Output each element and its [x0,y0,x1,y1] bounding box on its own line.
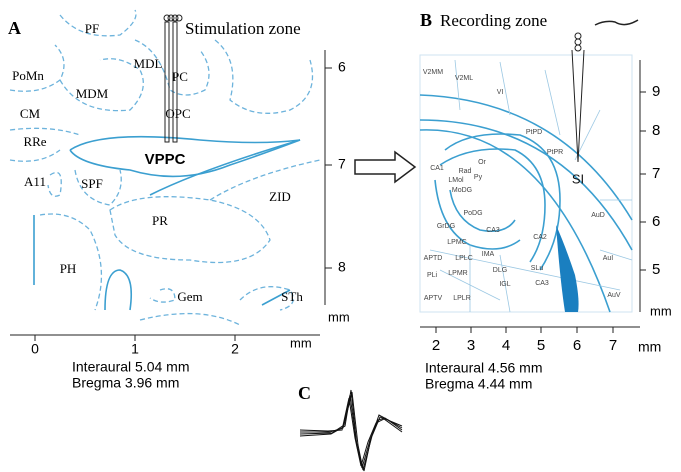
region-label: SPF [81,176,103,191]
region-label: AuD [591,212,605,219]
y-tick-label: 9 [652,83,660,100]
caption: Bregma 4.44 mm [425,376,532,392]
region-label: LPMC [447,239,466,246]
region-label: PC [172,69,188,84]
region-label: CA2 [533,234,547,241]
y-tick-label: 6 [652,213,660,230]
region-label: PLi [427,272,438,279]
y-tick-label: 7 [652,165,660,182]
panel-label: B [420,10,432,30]
panel-label: A [8,18,21,38]
arrow [354,150,417,184]
region-label: LPLR [453,295,471,302]
region-label: MDL [134,56,163,71]
axis-unit: mm [650,303,672,318]
region-label: LMol [448,177,464,184]
region-label: IGL [499,281,510,288]
region-label: PH [60,261,77,276]
x-tick-label: 2 [432,337,440,354]
region-label: CM [20,106,41,121]
x-tick-label: 7 [609,337,617,354]
region-label: V2MM [423,69,443,76]
y-tick-label: 8 [652,122,660,139]
region-label: RRe [23,134,46,149]
y-tick-label: 5 [652,261,660,278]
region-label: SI [572,171,584,186]
axis-unit: mm [638,339,661,355]
x-tick-label: 0 [31,341,39,357]
region-label: DLG [493,267,507,274]
y-tick-label: 7 [338,156,346,172]
region-label: OPC [165,106,190,121]
region-label: Py [474,174,483,181]
panel-b-atlas [419,19,641,328]
region-label: VI [497,89,504,96]
panel-title: Stimulation zone [185,19,301,38]
region-label: PoDG [463,210,482,217]
region-label: PoMn [12,68,44,83]
panel-a-atlas [9,9,326,336]
region-label: APTV [424,295,443,302]
panel-title: Recording zone [440,11,547,30]
region-label: GrDG [437,223,455,230]
panel-label: C [298,383,311,403]
region-label: PR [152,213,168,228]
x-tick-label: 2 [231,341,239,357]
caption: Bregma 3.96 mm [72,375,179,391]
x-tick-label: 4 [502,337,510,354]
region-label: SLu [531,265,544,272]
region-label: VPPC [145,151,186,168]
region-label: PtPD [526,129,542,136]
y-tick-label: 6 [338,59,346,75]
x-tick-label: 5 [537,337,545,354]
x-tick-label: 3 [467,337,475,354]
region-label: Rad [459,168,472,175]
y-tick-label: 8 [338,259,346,275]
x-tick-label: 6 [573,337,581,354]
region-label: LPLC [455,255,473,262]
axis-unit: mm [290,335,312,350]
region-label: MDM [76,86,109,101]
x-tick-label: 1 [131,341,139,357]
region-label: AuI [603,255,614,262]
region-label: IMA [482,251,495,258]
region-label: MoDG [452,187,472,194]
region-label: CA3 [486,227,500,234]
spike-waveforms [299,389,403,472]
axis-unit: mm [328,309,350,324]
region-label: LPMR [448,270,467,277]
region-label: CA1 [430,165,444,172]
caption: Interaural 5.04 mm [72,359,190,375]
region-label: APTD [424,255,443,262]
region-label: A11 [24,174,46,189]
caption: Interaural 4.56 mm [425,360,543,376]
region-label: ZID [269,189,291,204]
region-label: CA3 [535,280,549,287]
region-label: PF [85,21,99,36]
region-label: AuV [607,292,621,299]
region-label: PtPR [547,149,563,156]
region-label: Or [478,159,486,166]
region-label: STh [281,289,303,304]
region-label: V2ML [455,75,473,82]
region-label: Gem [177,289,202,304]
